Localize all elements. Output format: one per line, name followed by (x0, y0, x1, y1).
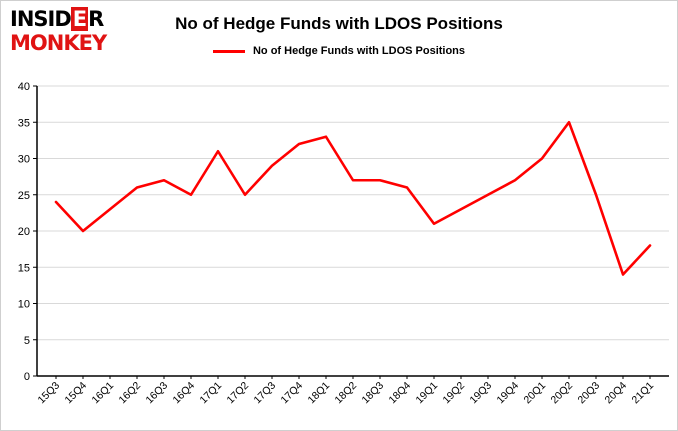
y-axis-tick-label: 40 (18, 81, 30, 93)
chart-header: INSIDER MONKEY No of Hedge Funds with LD… (1, 1, 677, 76)
logo-line-insider: INSIDER (10, 7, 106, 32)
legend-line-swatch (212, 49, 245, 53)
x-axis-tick-label: 19Q3 (467, 380, 494, 407)
x-axis-tick-label: 18Q3 (359, 380, 386, 407)
logo-text-pre: INSID (10, 7, 72, 31)
logo-text-highlight: E (70, 7, 89, 31)
y-axis-tick-label: 25 (18, 190, 30, 202)
x-axis-tick-label: 21Q1 (629, 380, 656, 407)
y-axis-tick-label: 5 (24, 335, 30, 347)
chart-title: No of Hedge Funds with LDOS Positions (175, 14, 503, 33)
y-axis-tick-label: 15 (18, 262, 30, 274)
chart-legend: No of Hedge Funds with LDOS Positions (212, 45, 466, 57)
insider-monkey-logo: INSIDER MONKEY (10, 7, 107, 55)
x-axis-tick-label: 17Q4 (278, 380, 305, 407)
x-axis-tick-label: 17Q3 (251, 380, 278, 407)
x-axis-tick-label: 15Q4 (62, 380, 89, 407)
x-axis-tick-label: 20Q1 (521, 380, 548, 407)
x-axis-tick-label: 18Q4 (386, 380, 413, 407)
x-axis-tick-label: 16Q2 (116, 380, 143, 407)
x-axis-tick-label: 16Q3 (143, 380, 170, 407)
x-axis-tick-label: 15Q3 (35, 380, 62, 407)
series-line-hedge-funds (54, 120, 652, 276)
logo-line-monkey: MONKEY (10, 30, 107, 55)
legend-label: No of Hedge Funds with LDOS Positions (252, 45, 466, 57)
line-chart: 0 5 10 15 20 25 30 35 40 15Q3 15Q4 16Q1 16Q2 16Q3 16Q4… (18, 81, 669, 407)
x-axis-tick-label: 20Q3 (575, 380, 602, 407)
x-axis-tick-label: 16Q4 (170, 380, 197, 407)
x-axis-tick-label: 18Q2 (332, 380, 359, 407)
x-axis-tick-label: 20Q4 (602, 380, 629, 407)
y-axis-tick-label: 20 (18, 226, 30, 238)
y-axis-tick-label: 0 (24, 371, 30, 383)
y-axis-tick-label: 30 (18, 154, 30, 166)
x-axis-tick-label: 18Q1 (305, 380, 332, 407)
x-axis-tick-label: 19Q4 (494, 380, 521, 407)
x-axis-tick-label: 20Q2 (548, 380, 575, 407)
y-axis-tick-label: 10 (18, 299, 30, 311)
x-axis-tick-label: 17Q2 (224, 380, 251, 407)
logo-text-post: R (88, 7, 104, 31)
x-axis-tick-label: 16Q1 (89, 380, 116, 407)
x-axis-tick-label: 19Q2 (440, 380, 467, 407)
x-axis-tick-label: 19Q1 (413, 380, 440, 407)
x-axis-tick-label: 17Q1 (197, 380, 224, 407)
y-axis-tick-label: 35 (18, 117, 30, 129)
